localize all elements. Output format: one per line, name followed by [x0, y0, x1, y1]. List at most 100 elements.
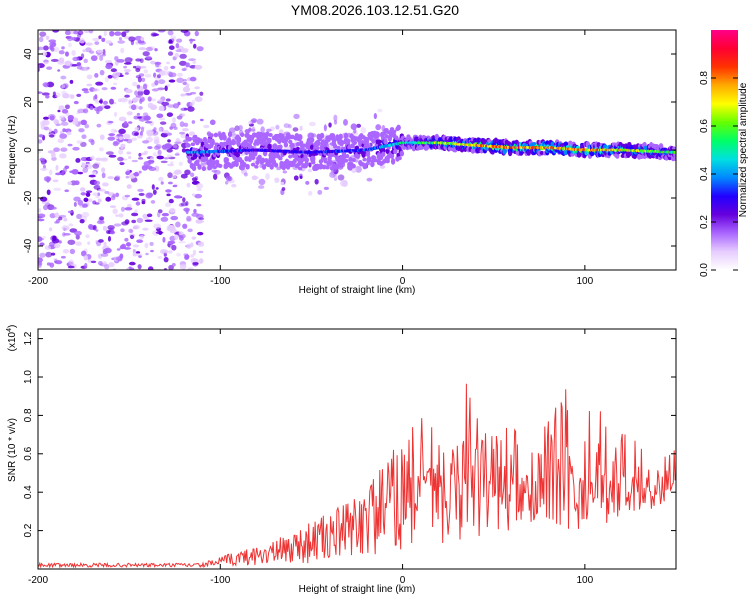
- spectrogram-noise-blob: [73, 30, 79, 35]
- spectrogram-noise-blob: [38, 150, 42, 154]
- spectrogram-noise-blob: [180, 133, 187, 139]
- spectrogram-noise-blob: [166, 132, 173, 136]
- spectrogram-noise-blob: [135, 201, 141, 206]
- spectrogram-noise-blob: [58, 50, 65, 55]
- spectrogram-ridge-blob: [297, 133, 303, 141]
- spectrogram-noise-blob: [55, 172, 62, 176]
- spectrogram-noise-blob: [161, 212, 170, 217]
- spectrogram-ridge-blob: [309, 137, 315, 143]
- spectrogram-scatter-blob: [340, 180, 347, 187]
- spectrogram-noise-blob: [157, 99, 163, 103]
- spectrogram-noise-blob: [104, 105, 111, 110]
- spectrogram-noise-blob: [49, 213, 56, 219]
- spectrogram-ridge-blob: [321, 164, 327, 170]
- spectrogram-ridge-blob: [362, 157, 367, 162]
- spectrogram-noise-blob: [128, 228, 133, 234]
- spectrogram-noise-blob: [86, 74, 93, 80]
- spectrogram-noise-blob: [107, 120, 114, 124]
- spectrogram-noise-blob: [161, 249, 169, 254]
- spectrogram-noise-blob: [74, 230, 82, 236]
- spectrogram-noise-blob: [62, 128, 67, 132]
- spectrogram-noise-blob: [145, 252, 149, 256]
- spectrogram-ridge-blob: [365, 152, 371, 157]
- spectrogram-noise-blob: [143, 83, 148, 90]
- spectrogram-noise-blob: [180, 173, 188, 179]
- spectrogram-noise-blob: [98, 35, 102, 40]
- spectrogram-noise-blob: [88, 224, 94, 229]
- spectrogram-noise-blob: [79, 38, 86, 44]
- spectrogram-noise-blob: [86, 103, 90, 109]
- spectrogram-noise-blob: [175, 221, 181, 228]
- spectrogram-noise-blob: [50, 206, 57, 210]
- spectrogram-noise-blob: [38, 208, 42, 213]
- spectrogram-noise-blob: [132, 97, 139, 102]
- colorbar-tick-label: 0.0: [699, 263, 710, 277]
- spectrogram-noise-blob: [186, 215, 192, 222]
- spectrogram-noise-blob: [73, 196, 81, 202]
- spectrogram-noise-blob: [194, 193, 203, 199]
- spectrogram-noise-blob: [77, 30, 84, 36]
- spectrogram-noise-blob: [39, 196, 48, 202]
- spectrogram-noise-blob: [133, 115, 139, 120]
- spectrogram-noise-blob: [177, 72, 183, 77]
- spectrogram-ridge-blob: [253, 150, 258, 157]
- spectrogram-noise-blob: [174, 52, 180, 58]
- colorbar-tick-label: 0.2: [699, 215, 710, 229]
- spectrogram-scatter-blob: [275, 124, 280, 130]
- spectrogram-scatter-blob: [308, 162, 312, 168]
- spectrogram-noise-blob: [181, 93, 187, 97]
- chart-title: YM08.2026.103.12.51.G20: [290, 2, 460, 18]
- spectrogram-noise-blob: [198, 250, 204, 254]
- spectrogram-noise-blob: [158, 79, 166, 85]
- spectrogram-noise-blob: [38, 64, 41, 69]
- snr-multiplier: (x104): [6, 325, 18, 352]
- spectrogram-noise-blob: [92, 37, 100, 42]
- spectrogram-noise-blob: [95, 229, 99, 232]
- spectrogram-ridge-blob: [261, 132, 267, 137]
- spectrogram-noise-blob: [188, 131, 195, 136]
- spectrogram-noise-blob: [90, 55, 98, 62]
- spectrogram-noise-blob: [38, 139, 43, 144]
- spectrogram-scatter-blob: [379, 165, 386, 169]
- spectrogram-noise-blob: [46, 177, 50, 183]
- spectrogram-noise-blob: [63, 232, 71, 236]
- spectrogram-ridge-blob: [224, 157, 230, 163]
- spectrogram-noise-blob: [177, 101, 181, 106]
- spectrogram-noise-blob: [99, 134, 105, 141]
- spectrogram-noise-blob: [41, 92, 50, 96]
- spectrogram-noise-blob: [144, 120, 153, 124]
- spectrogram-noise-blob: [113, 76, 119, 80]
- spectrogram-noise-blob: [109, 230, 116, 235]
- spectrogram-noise-blob: [115, 192, 120, 198]
- snr-ticks: -200 -100 0 100 0.2 0.4 0.6 0.8 1.0 1.2: [23, 329, 676, 586]
- spectrogram-noise-blob: [154, 61, 160, 68]
- spectrogram-noise-blob: [58, 240, 62, 244]
- spectrogram-noise-blob: [38, 91, 43, 94]
- spectrogram-noise-blob: [136, 84, 141, 89]
- snr-xlabel: Height of straight line (km): [299, 584, 416, 595]
- spectrogram-ridge-blob: [381, 151, 386, 157]
- spectrogram-scatter-blob: [366, 177, 373, 182]
- spectrogram-noise-blob: [167, 139, 171, 143]
- spectrogram-noise-blob: [38, 236, 43, 242]
- spectrogram-scatter-blob: [323, 186, 330, 191]
- spectrogram-noise-blob: [172, 170, 180, 176]
- spectrogram-noise-blob: [102, 248, 108, 255]
- spectrogram-noise-blob: [138, 157, 144, 160]
- spectrogram-ridge-blob: [658, 143, 664, 149]
- spectrogram-scatter-blob: [328, 122, 332, 128]
- spectrogram-noise-blob: [124, 121, 128, 126]
- spectrogram-noise-blob: [131, 197, 140, 201]
- spectrogram-noise-blob: [107, 235, 112, 242]
- spectrogram-scatter-blob: [360, 127, 367, 134]
- spectrogram-noise-blob: [49, 169, 53, 176]
- spectrogram-noise-blob: [142, 227, 149, 231]
- spectrogram-noise-blob: [107, 176, 114, 180]
- spectrogram-noise-blob: [84, 262, 88, 269]
- spectrogram-noise-blob: [53, 187, 62, 192]
- spectrogram-noise-blob: [99, 216, 105, 221]
- spectrogram-noise-blob: [170, 35, 177, 41]
- spectrogram-ridge-blob: [346, 138, 351, 145]
- spectrogram-noise-blob: [153, 223, 162, 229]
- snr-series-line: [38, 383, 676, 569]
